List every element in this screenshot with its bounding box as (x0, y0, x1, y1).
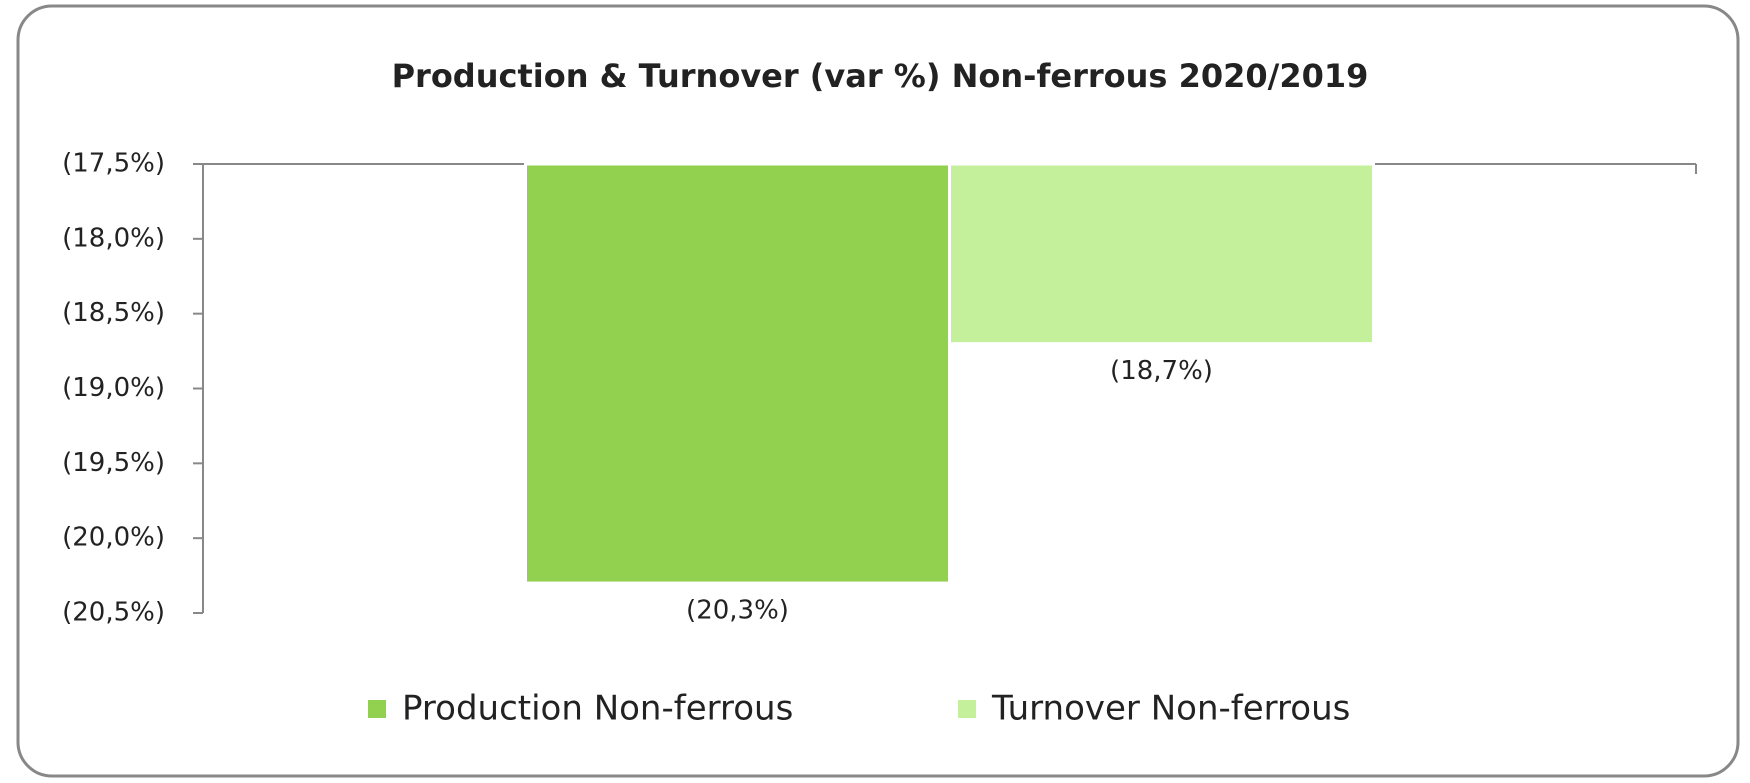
data-label: (20,3%) (686, 596, 789, 626)
y-tick-label: (20,5%) (62, 598, 165, 628)
y-tick-label: (19,0%) (62, 373, 165, 403)
y-tick-label: (18,5%) (62, 298, 165, 328)
legend-label: Production Non-ferrous (402, 689, 793, 729)
legend-swatch (368, 700, 386, 718)
chart-title: Production & Turnover (var %) Non-ferrou… (392, 57, 1369, 95)
data-label: (18,7%) (1110, 356, 1213, 386)
y-tick-label: (19,5%) (62, 448, 165, 478)
y-tick-label: (18,0%) (62, 223, 165, 253)
bar (524, 162, 951, 585)
bar (948, 162, 1375, 346)
y-tick-label: (17,5%) (62, 149, 165, 179)
y-tick-label: (20,0%) (62, 523, 165, 553)
legend-label: Turnover Non-ferrous (991, 689, 1350, 729)
legend-swatch (958, 700, 976, 718)
